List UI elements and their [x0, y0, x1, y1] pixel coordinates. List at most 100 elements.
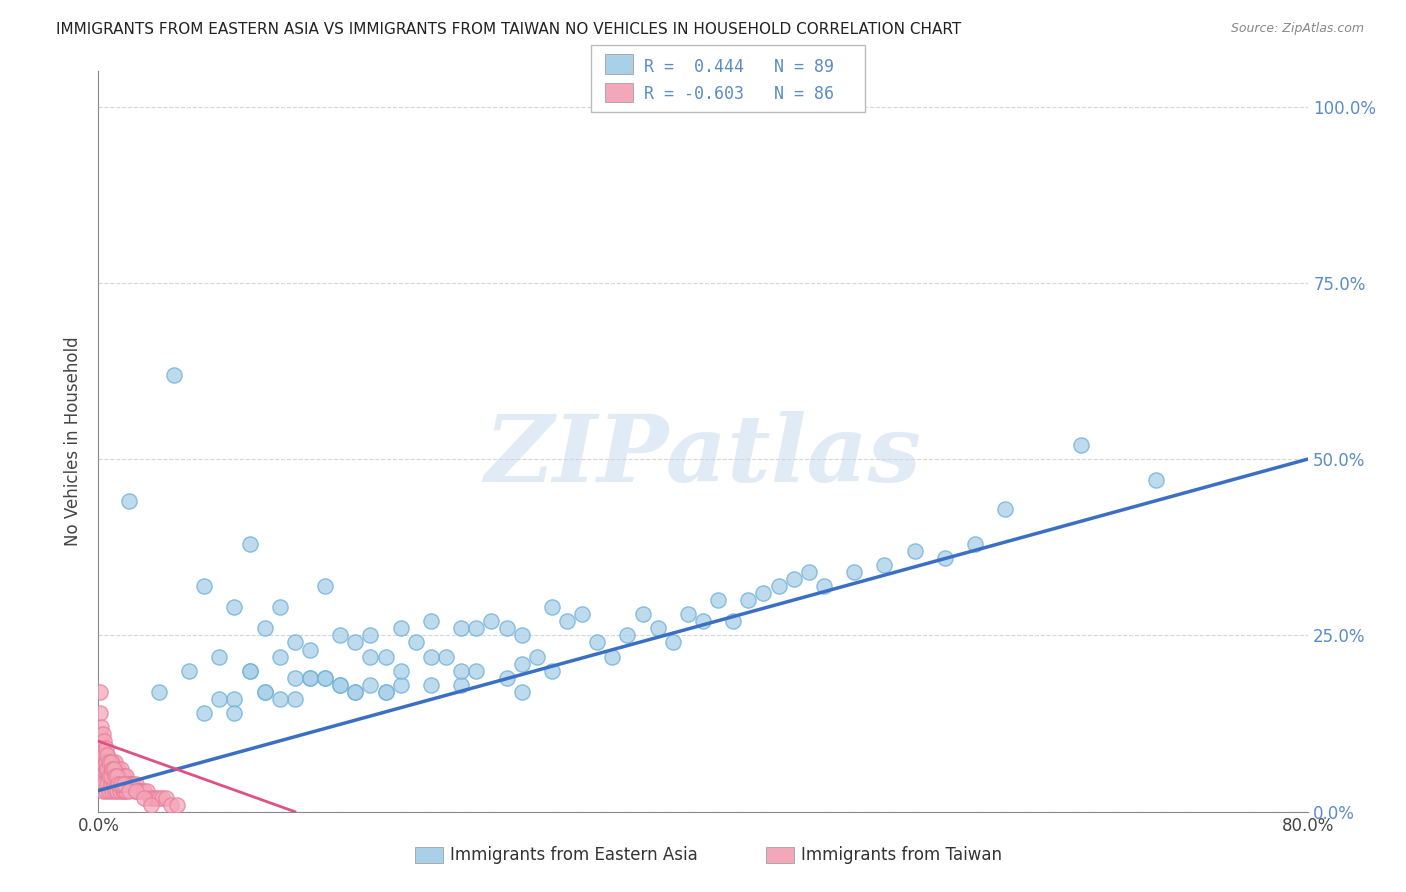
- Point: [465, 621, 488, 635]
- Point: [89, 769, 111, 783]
- Point: [314, 579, 336, 593]
- Point: [224, 706, 246, 720]
- Point: [510, 657, 533, 671]
- Point: [344, 635, 367, 649]
- Point: [571, 607, 593, 622]
- Point: [91, 783, 114, 797]
- Point: [118, 776, 141, 790]
- Point: [91, 756, 114, 770]
- Point: [224, 600, 246, 615]
- Text: Immigrants from Eastern Asia: Immigrants from Eastern Asia: [450, 847, 697, 864]
- Point: [783, 572, 806, 586]
- Point: [284, 671, 307, 685]
- Text: Source: ZipAtlas.com: Source: ZipAtlas.com: [1230, 22, 1364, 36]
- Point: [96, 776, 118, 790]
- Point: [586, 635, 609, 649]
- Point: [224, 692, 246, 706]
- Point: [114, 783, 136, 797]
- Text: R =  0.444   N = 89: R = 0.444 N = 89: [644, 58, 834, 76]
- Point: [103, 763, 125, 777]
- Point: [118, 494, 141, 508]
- Point: [284, 692, 307, 706]
- Point: [101, 783, 124, 797]
- Point: [465, 664, 488, 678]
- Point: [269, 649, 291, 664]
- Point: [420, 649, 443, 664]
- Point: [91, 741, 114, 756]
- Point: [526, 649, 548, 664]
- Point: [1070, 438, 1092, 452]
- Point: [108, 783, 131, 797]
- Point: [329, 678, 352, 692]
- Point: [89, 685, 111, 699]
- Point: [495, 671, 517, 685]
- Point: [129, 783, 152, 797]
- Point: [101, 763, 124, 777]
- Point: [239, 664, 262, 678]
- Point: [510, 685, 533, 699]
- Point: [90, 748, 112, 763]
- Point: [329, 628, 352, 642]
- Point: [110, 776, 132, 790]
- Point: [125, 776, 148, 790]
- Point: [374, 685, 396, 699]
- Point: [314, 671, 336, 685]
- Point: [299, 642, 322, 657]
- Point: [389, 678, 412, 692]
- Point: [89, 741, 111, 756]
- Point: [94, 741, 117, 756]
- Point: [114, 769, 136, 783]
- Point: [723, 615, 745, 629]
- Point: [90, 734, 112, 748]
- Point: [661, 635, 683, 649]
- Point: [616, 628, 638, 642]
- Point: [124, 783, 146, 797]
- Point: [555, 615, 578, 629]
- Point: [253, 685, 276, 699]
- Point: [107, 776, 129, 790]
- Point: [105, 783, 128, 797]
- Point: [96, 748, 118, 763]
- Point: [107, 763, 129, 777]
- Point: [93, 748, 115, 763]
- Text: ZIPatlas: ZIPatlas: [485, 411, 921, 501]
- Point: [96, 748, 118, 763]
- Point: [602, 649, 624, 664]
- Point: [163, 368, 186, 382]
- Point: [148, 685, 170, 699]
- Point: [873, 558, 896, 572]
- Point: [994, 501, 1017, 516]
- Point: [110, 763, 132, 777]
- Point: [965, 537, 987, 551]
- Point: [239, 664, 262, 678]
- Point: [481, 615, 503, 629]
- Point: [269, 692, 291, 706]
- Point: [299, 671, 322, 685]
- Point: [100, 756, 122, 770]
- Point: [135, 783, 157, 797]
- Point: [112, 783, 135, 797]
- Point: [127, 783, 149, 797]
- Point: [208, 649, 231, 664]
- Point: [111, 769, 134, 783]
- Point: [676, 607, 699, 622]
- Point: [142, 790, 165, 805]
- Point: [122, 776, 145, 790]
- Point: [299, 671, 322, 685]
- Point: [150, 790, 173, 805]
- Point: [94, 756, 117, 770]
- Point: [495, 621, 517, 635]
- Point: [360, 628, 382, 642]
- Point: [239, 537, 262, 551]
- Point: [93, 734, 115, 748]
- Point: [128, 783, 150, 797]
- Point: [93, 756, 115, 770]
- Point: [510, 628, 533, 642]
- Text: IMMIGRANTS FROM EASTERN ASIA VS IMMIGRANTS FROM TAIWAN NO VEHICLES IN HOUSEHOLD : IMMIGRANTS FROM EASTERN ASIA VS IMMIGRAN…: [56, 22, 962, 37]
- Point: [139, 790, 162, 805]
- Point: [104, 769, 127, 783]
- Point: [141, 797, 163, 812]
- Point: [104, 756, 127, 770]
- Point: [98, 769, 121, 783]
- Point: [450, 621, 472, 635]
